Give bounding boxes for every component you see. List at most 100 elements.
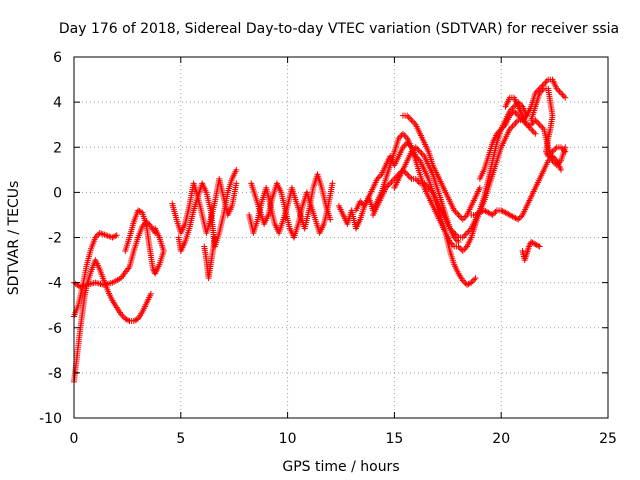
data-point bbox=[532, 130, 539, 137]
series-track-9 bbox=[248, 180, 336, 241]
series-track-2 bbox=[71, 229, 120, 320]
y-tick-label: -8 bbox=[48, 366, 62, 382]
data-point bbox=[456, 245, 463, 252]
data-point bbox=[562, 94, 569, 101]
data-point bbox=[407, 115, 414, 122]
y-tick-label: -4 bbox=[48, 276, 62, 292]
data-point bbox=[399, 130, 406, 137]
data-point bbox=[560, 93, 567, 100]
data-point bbox=[461, 214, 468, 221]
data-point bbox=[456, 213, 463, 220]
series-track-18 bbox=[519, 239, 543, 264]
y-tick-label: -6 bbox=[48, 321, 62, 337]
y-tick-label: 4 bbox=[53, 95, 62, 111]
data-point bbox=[147, 290, 154, 297]
data-point bbox=[530, 129, 537, 136]
data-markers bbox=[71, 76, 569, 385]
y-tick-label: -10 bbox=[39, 411, 62, 427]
series-track-7 bbox=[201, 234, 218, 282]
x-tick-label: 0 bbox=[70, 431, 79, 447]
series-track-14 bbox=[391, 144, 462, 246]
data-point bbox=[110, 233, 117, 240]
data-point bbox=[536, 121, 543, 128]
data-point bbox=[560, 147, 567, 154]
data-point bbox=[558, 90, 565, 97]
data-point bbox=[455, 211, 462, 218]
series-track-15 bbox=[468, 153, 565, 223]
data-point bbox=[543, 78, 550, 85]
series-track-3 bbox=[71, 218, 159, 291]
data-point bbox=[538, 123, 545, 130]
data-point bbox=[471, 276, 478, 283]
series-track-6 bbox=[175, 166, 240, 255]
data-point bbox=[462, 231, 469, 238]
data-point bbox=[327, 216, 334, 223]
data-point bbox=[418, 150, 425, 157]
data-point bbox=[512, 120, 519, 127]
data-point bbox=[233, 166, 240, 173]
data-point bbox=[454, 210, 461, 217]
data-point bbox=[459, 216, 466, 223]
x-tick-label: 10 bbox=[279, 431, 297, 447]
x-tick-label: 15 bbox=[385, 431, 403, 447]
series-track-12 bbox=[370, 117, 539, 241]
data-point bbox=[459, 248, 466, 255]
x-tick-label: 5 bbox=[176, 431, 185, 447]
data-point bbox=[511, 121, 518, 128]
data-point bbox=[152, 225, 159, 232]
data-point bbox=[408, 117, 415, 124]
y-tick-label: -2 bbox=[48, 231, 62, 247]
data-point bbox=[516, 214, 523, 221]
data-point bbox=[558, 166, 565, 173]
series-track-16 bbox=[476, 76, 569, 182]
series-track-17 bbox=[502, 94, 569, 169]
data-point bbox=[536, 243, 543, 250]
data-point bbox=[562, 148, 569, 155]
data-point bbox=[539, 87, 546, 94]
data-point bbox=[509, 123, 516, 130]
data-point bbox=[535, 242, 542, 249]
axis-ticks: 0 5 10 15 20 25 -10 -8 -6 -4 -2 0 2 4 6 bbox=[39, 50, 617, 447]
data-point bbox=[455, 239, 462, 246]
data-point bbox=[401, 132, 408, 139]
data-point bbox=[533, 118, 540, 125]
data-point bbox=[112, 232, 119, 239]
data-point bbox=[535, 120, 542, 127]
data-point bbox=[529, 120, 536, 127]
data-point bbox=[132, 317, 139, 324]
y-tick-label: 0 bbox=[53, 185, 62, 201]
data-point bbox=[417, 148, 424, 155]
x-tick-label: 20 bbox=[492, 431, 510, 447]
data-point bbox=[529, 127, 536, 134]
data-point bbox=[405, 114, 412, 121]
data-point bbox=[113, 232, 120, 239]
data-point bbox=[526, 124, 533, 131]
data-point bbox=[488, 211, 495, 218]
series-track-11 bbox=[352, 99, 530, 255]
data-point bbox=[461, 246, 468, 253]
data-point bbox=[409, 118, 416, 125]
y-tick-label: 6 bbox=[53, 50, 62, 66]
data-point bbox=[461, 232, 468, 239]
y-tick-label: 2 bbox=[53, 140, 62, 156]
series-track-1 bbox=[71, 257, 154, 385]
series-track-13 bbox=[399, 112, 483, 223]
data-point bbox=[511, 108, 518, 115]
data-point bbox=[472, 275, 479, 282]
data-point bbox=[329, 180, 336, 187]
data-point bbox=[476, 184, 483, 191]
data-point bbox=[125, 317, 132, 324]
data-point bbox=[559, 91, 566, 98]
data-point bbox=[513, 215, 520, 222]
data-point bbox=[233, 180, 240, 187]
data-point bbox=[404, 171, 411, 178]
chart-title: Day 176 of 2018, Sidereal Day-to-day VTE… bbox=[59, 21, 619, 37]
x-tick-label: 25 bbox=[599, 431, 617, 447]
series-track-19 bbox=[528, 85, 569, 160]
data-point bbox=[552, 145, 559, 152]
data-point bbox=[550, 147, 557, 154]
data-point bbox=[407, 174, 414, 181]
x-axis-label: GPS time / hours bbox=[282, 459, 399, 475]
data-point bbox=[211, 234, 218, 241]
